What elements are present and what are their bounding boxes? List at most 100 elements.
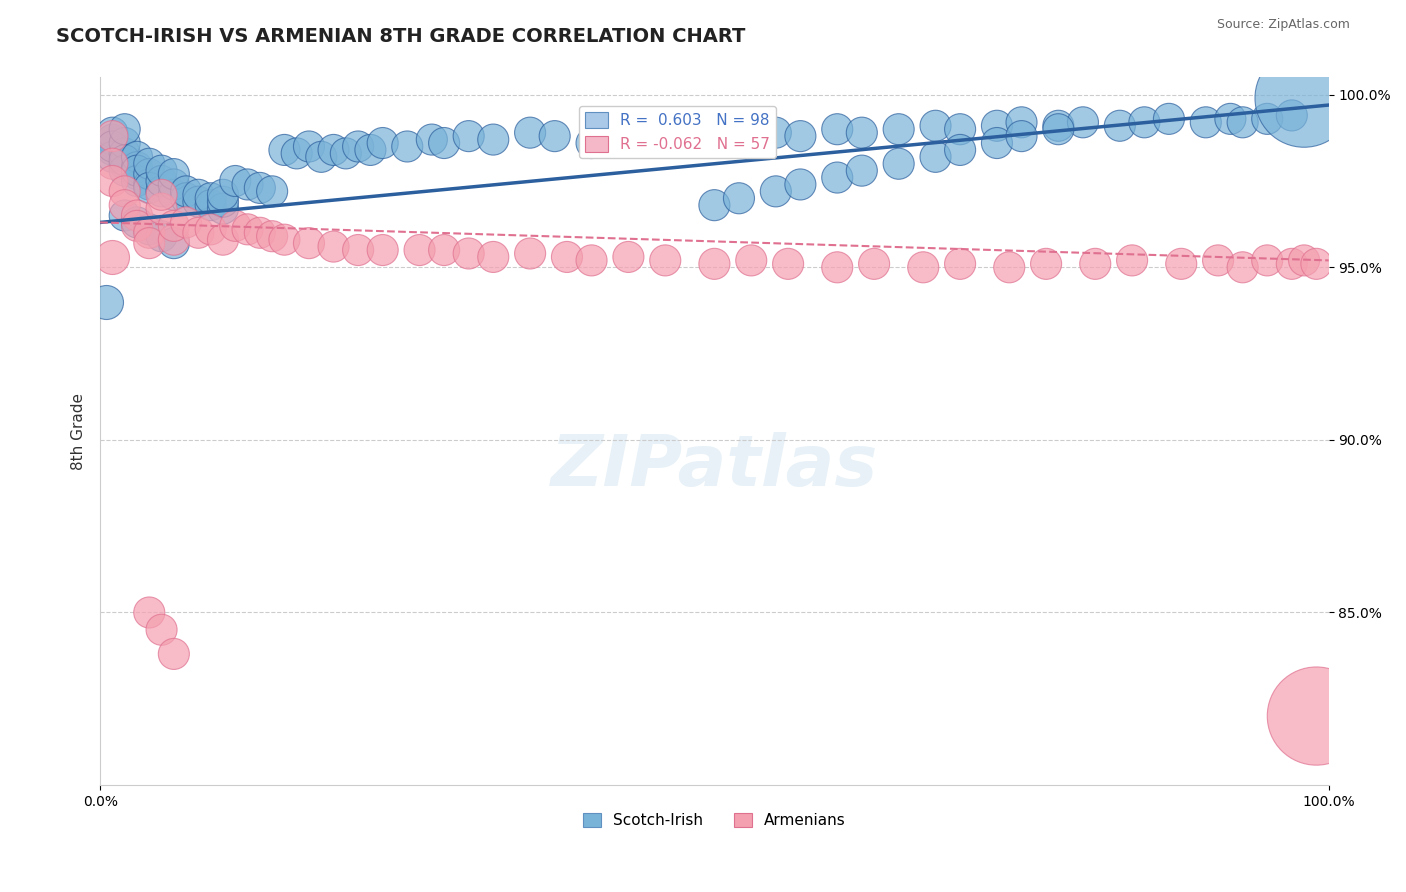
- Point: [125, 219, 148, 233]
- Point: [125, 150, 148, 164]
- Point: [433, 136, 456, 150]
- Point: [851, 126, 873, 140]
- Point: [1305, 257, 1327, 271]
- Point: [1084, 257, 1107, 271]
- Point: [1232, 115, 1254, 129]
- Point: [581, 253, 603, 268]
- Point: [249, 181, 271, 195]
- Point: [138, 167, 160, 181]
- Point: [1281, 257, 1303, 271]
- Point: [1035, 257, 1057, 271]
- Point: [138, 606, 160, 620]
- Point: [765, 126, 787, 140]
- Point: [1305, 709, 1327, 723]
- Point: [1232, 260, 1254, 275]
- Point: [101, 150, 124, 164]
- Point: [825, 260, 848, 275]
- Point: [1206, 253, 1229, 268]
- Point: [544, 129, 567, 144]
- Point: [200, 191, 222, 205]
- Point: [887, 122, 910, 136]
- Point: [1170, 257, 1192, 271]
- Point: [778, 257, 800, 271]
- Point: [200, 222, 222, 236]
- Point: [1071, 115, 1094, 129]
- Legend: Scotch-Irish, Armenians: Scotch-Irish, Armenians: [576, 806, 852, 834]
- Point: [789, 129, 811, 144]
- Point: [1256, 253, 1278, 268]
- Point: [138, 222, 160, 236]
- Point: [174, 191, 197, 205]
- Point: [519, 246, 541, 260]
- Point: [728, 129, 751, 144]
- Point: [396, 139, 419, 153]
- Point: [1157, 112, 1180, 126]
- Point: [347, 139, 370, 153]
- Point: [150, 202, 173, 216]
- Point: [236, 178, 259, 192]
- Point: [273, 143, 295, 157]
- Point: [212, 233, 235, 247]
- Point: [335, 146, 357, 161]
- Point: [125, 215, 148, 229]
- Point: [150, 229, 173, 244]
- Point: [924, 150, 946, 164]
- Point: [740, 253, 762, 268]
- Point: [249, 226, 271, 240]
- Point: [825, 122, 848, 136]
- Point: [347, 243, 370, 257]
- Point: [114, 146, 136, 161]
- Point: [912, 260, 935, 275]
- Point: [163, 178, 186, 192]
- Point: [262, 185, 284, 199]
- Text: Source: ZipAtlas.com: Source: ZipAtlas.com: [1216, 18, 1350, 31]
- Point: [371, 136, 394, 150]
- Point: [212, 187, 235, 202]
- Point: [138, 157, 160, 171]
- Point: [187, 194, 209, 209]
- Y-axis label: 8th Grade: 8th Grade: [72, 392, 86, 470]
- Point: [433, 243, 456, 257]
- Point: [212, 202, 235, 216]
- Text: SCOTCH-IRISH VS ARMENIAN 8TH GRADE CORRELATION CHART: SCOTCH-IRISH VS ARMENIAN 8TH GRADE CORRE…: [56, 27, 745, 45]
- Point: [666, 132, 689, 146]
- Point: [408, 243, 430, 257]
- Point: [212, 194, 235, 209]
- Point: [482, 250, 505, 264]
- Point: [1294, 91, 1316, 105]
- Point: [224, 219, 246, 233]
- Point: [605, 132, 627, 146]
- Point: [101, 174, 124, 188]
- Point: [138, 226, 160, 240]
- Point: [863, 257, 886, 271]
- Point: [949, 143, 972, 157]
- Point: [1256, 112, 1278, 126]
- Point: [641, 129, 664, 144]
- Point: [114, 163, 136, 178]
- Point: [1108, 119, 1130, 133]
- Point: [617, 250, 640, 264]
- Point: [703, 126, 725, 140]
- Point: [1011, 129, 1033, 144]
- Point: [482, 132, 505, 146]
- Point: [125, 163, 148, 178]
- Point: [1195, 115, 1218, 129]
- Point: [101, 126, 124, 140]
- Point: [285, 146, 308, 161]
- Point: [163, 187, 186, 202]
- Point: [703, 198, 725, 212]
- Point: [163, 236, 186, 251]
- Point: [163, 219, 186, 233]
- Text: ZIPatlas: ZIPatlas: [551, 432, 879, 501]
- Point: [359, 143, 381, 157]
- Point: [519, 126, 541, 140]
- Point: [825, 170, 848, 185]
- Point: [150, 163, 173, 178]
- Point: [163, 233, 186, 247]
- Point: [174, 215, 197, 229]
- Point: [581, 136, 603, 150]
- Point: [200, 198, 222, 212]
- Point: [96, 294, 118, 309]
- Point: [998, 260, 1021, 275]
- Point: [114, 122, 136, 136]
